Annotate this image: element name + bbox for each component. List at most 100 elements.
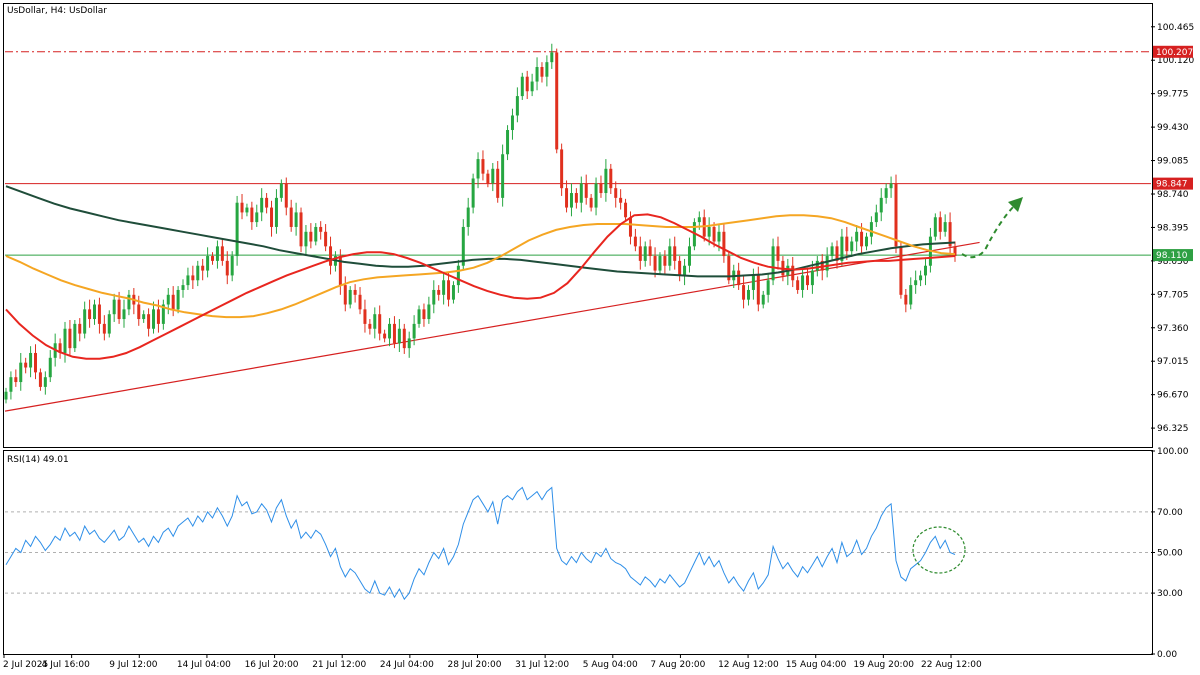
time-tick-label: 12 Aug 12:00 <box>718 660 779 670</box>
time-tick-label: 2 Jul 2025 <box>3 660 48 670</box>
candle-body <box>186 275 190 286</box>
candle-body <box>717 231 721 242</box>
price-tag-resistance-100 <box>1153 45 1193 58</box>
candle-body <box>48 357 52 378</box>
candle-body <box>93 304 97 320</box>
candle-body <box>894 183 898 247</box>
candle-body <box>707 226 711 237</box>
moving-average-mid <box>5 214 956 319</box>
candle-body <box>510 115 514 131</box>
candle-body <box>506 130 510 155</box>
candle-body <box>746 289 750 300</box>
candle-body <box>712 226 716 242</box>
price-tick-label: 99.430 <box>1157 123 1189 133</box>
candle-body <box>584 183 588 198</box>
candle-body <box>4 391 8 400</box>
rsi-tick-label: 100.00 <box>1157 447 1189 457</box>
candle-body <box>555 52 559 150</box>
candle-body <box>874 212 878 223</box>
candle-body <box>447 280 451 300</box>
candle-body <box>569 193 573 208</box>
candle-body <box>363 309 367 324</box>
rsi-highlight-circle <box>912 526 966 574</box>
candle-body <box>628 217 632 237</box>
candle-body <box>83 309 87 334</box>
rsi-tick-label: 70.00 <box>1157 508 1183 518</box>
candle-body <box>225 260 229 276</box>
candle-body <box>673 246 677 261</box>
candle-body <box>496 168 500 198</box>
candle-body <box>805 275 809 286</box>
time-tick-label: 16 Jul 20:00 <box>245 660 299 670</box>
candle-body <box>845 236 849 252</box>
price-tick-label: 97.360 <box>1157 324 1189 334</box>
candle-body <box>727 256 731 281</box>
candle-body <box>176 289 180 310</box>
candle-body <box>329 246 333 266</box>
candle-body <box>791 265 795 281</box>
candle-body <box>29 352 33 368</box>
symbol-label: UsDollar, H4: UsDollar <box>7 6 107 16</box>
candle-body <box>181 285 185 290</box>
rsi-line <box>5 486 956 601</box>
candle-body <box>63 328 67 353</box>
candle-body <box>245 207 249 213</box>
candle-body <box>761 294 765 305</box>
candle-body <box>196 265 200 281</box>
candle-body <box>466 207 470 227</box>
time-tick-label: 14 Jul 04:00 <box>177 660 231 670</box>
candle-body <box>565 188 569 208</box>
candle-body <box>461 226 465 266</box>
candle-body <box>412 323 416 339</box>
candle-body <box>422 309 426 320</box>
price-tick-label: 100.120 <box>1157 56 1194 66</box>
candle-body <box>427 304 431 320</box>
candle-body <box>864 236 868 247</box>
candle-body <box>919 275 923 281</box>
candle-body <box>638 246 642 261</box>
projection-arrow <box>961 203 1017 259</box>
candle-body <box>869 222 873 237</box>
price-tick-label: 97.015 <box>1157 357 1189 367</box>
candle-body <box>407 338 411 349</box>
candle-body <box>260 197 264 213</box>
candle-body <box>38 372 42 387</box>
candle-body <box>299 212 303 247</box>
candle-body <box>191 275 195 281</box>
candle-body <box>550 52 554 63</box>
candle-body <box>368 323 372 329</box>
candle-body <box>683 265 687 276</box>
time-tick-label: 31 Jul 12:00 <box>515 660 569 670</box>
candle-body <box>879 197 883 213</box>
price-tick-label: 97.705 <box>1157 290 1189 300</box>
candle-body <box>220 246 224 261</box>
candle-body <box>604 168 608 194</box>
candle-body <box>201 265 205 271</box>
candle-body <box>943 222 947 232</box>
main-pane[interactable]: UsDollar, H4: UsDollar <box>3 3 1153 448</box>
moving-average-fast <box>5 213 956 360</box>
rsi-axis[interactable]: 100.00 70.00 50.00 30.00 0.00 <box>1151 447 1189 660</box>
candle-body <box>687 246 691 266</box>
price-tag-resistance-98 <box>1153 177 1193 190</box>
candle-body <box>624 202 628 218</box>
candle-body <box>850 241 854 252</box>
candle-body <box>825 256 829 271</box>
candle-body <box>771 246 775 281</box>
price-tag-label: 98.847 <box>1156 180 1188 190</box>
candle-body <box>923 265 927 276</box>
candle-body <box>766 280 770 295</box>
candle-body <box>633 236 637 247</box>
candle-body <box>914 280 918 286</box>
candle-body <box>309 231 313 242</box>
candle-body <box>476 159 480 179</box>
candle-body <box>481 159 485 174</box>
candle-body <box>860 231 864 247</box>
price-axis[interactable]: 100.465100.12099.77599.43099.08598.74098… <box>1151 23 1194 434</box>
candle-body <box>137 304 141 320</box>
candle-body <box>540 67 544 77</box>
candle-body <box>796 280 800 290</box>
candle-body <box>156 309 160 324</box>
price-tag-label: 98.110 <box>1156 251 1188 261</box>
